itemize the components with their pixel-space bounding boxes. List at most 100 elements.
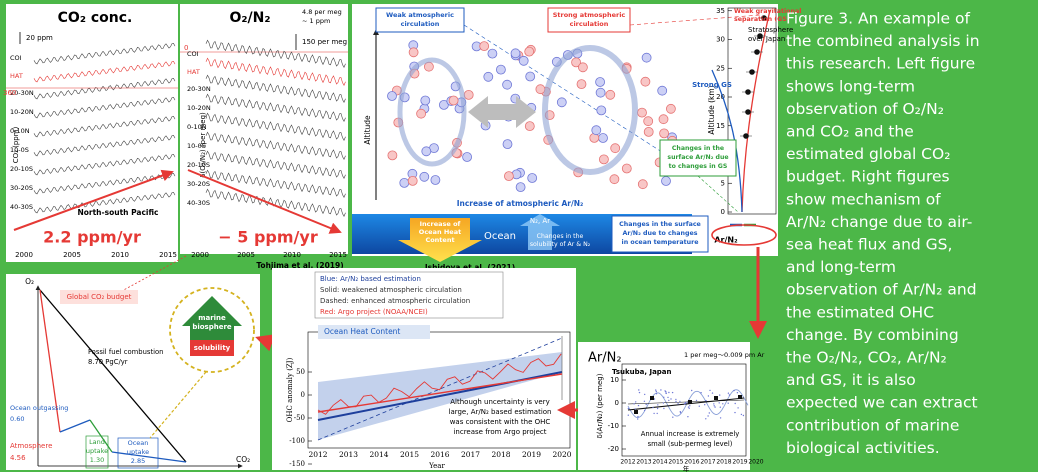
y-tick-label: -50	[294, 414, 305, 422]
label: 2.85	[131, 457, 145, 465]
observation	[707, 415, 709, 417]
caption-line: this research. Left figure	[786, 55, 975, 73]
y-tick-label: -100	[289, 437, 305, 445]
label: Increase of	[420, 220, 461, 228]
circulation-loop	[397, 57, 467, 167]
station-label: 20-10S	[187, 161, 210, 169]
observation	[635, 401, 637, 403]
observation	[664, 390, 666, 392]
pointer	[463, 24, 691, 171]
trend-line	[627, 397, 745, 411]
molecule	[495, 64, 506, 75]
x-tick-label: 2016	[684, 459, 699, 466]
x-tick-label: 2012	[620, 459, 635, 466]
station-label: 10-20N	[187, 104, 211, 112]
observation	[637, 415, 639, 418]
x-tick-label: 2005	[63, 251, 81, 259]
label: 0.60	[10, 415, 24, 423]
molecule	[387, 91, 397, 101]
caption-line: budget. Right figures	[786, 168, 950, 186]
x-tick-label: 2013	[339, 450, 358, 459]
caption-line: the combined analysis in	[786, 32, 980, 50]
molecule	[515, 182, 526, 193]
profile-point	[745, 89, 751, 95]
caption-line: expected we can extract	[786, 394, 978, 412]
observation	[708, 412, 710, 414]
axis-marker: 360	[3, 89, 16, 97]
pointer	[697, 175, 739, 213]
molecule	[659, 128, 669, 139]
source: Ishidoya et al. (2021)	[425, 263, 515, 272]
x-tick-label: 2017	[461, 450, 480, 459]
molecule	[556, 97, 567, 108]
x-tick-label: 2019	[732, 459, 747, 466]
rate-label: − 5 ppm/yr	[218, 228, 318, 247]
molecule	[487, 48, 498, 59]
observation	[733, 389, 735, 392]
molecule	[658, 114, 669, 125]
label: Strong atmospheric	[553, 11, 626, 19]
observation	[670, 398, 672, 400]
station-label: 10-0S	[187, 142, 206, 150]
series-trace	[33, 172, 176, 195]
rate-label: 2.2 ppm/yr	[43, 228, 141, 247]
observation	[707, 395, 710, 397]
series-trace	[33, 42, 176, 65]
observation	[719, 394, 721, 396]
y-tick-label: -10	[608, 422, 619, 430]
label: circulation	[401, 20, 440, 28]
station-label: 30-20S	[10, 184, 33, 192]
station-label: 10-20N	[10, 108, 34, 116]
x-tick-label: 2015	[400, 450, 419, 459]
y-tick-label: -150	[289, 460, 305, 468]
x-tick-label: 2013	[636, 459, 651, 466]
molecule	[661, 176, 671, 186]
legend-entry: Red: Argo project (NOAA/NCEI)	[320, 308, 428, 316]
label: increase from Argo project	[453, 428, 546, 436]
profile-point	[757, 33, 763, 39]
observation	[687, 406, 690, 408]
observation	[684, 402, 687, 404]
observation	[665, 392, 667, 394]
x-tick-label: 2012	[308, 450, 327, 459]
molecule	[599, 154, 609, 165]
caption-line: and CO₂ and the	[786, 123, 914, 141]
observation	[740, 413, 743, 416]
series-trace	[33, 60, 176, 83]
observation	[709, 389, 711, 392]
caption-line: biological activities.	[786, 439, 940, 457]
y-axis-label: δ(O₂/N₂) (per meg)	[199, 112, 207, 178]
budget-line	[39, 289, 61, 433]
x-tick-label: 2010	[111, 251, 129, 259]
x-tick-label: 2005	[237, 251, 255, 259]
observation	[643, 409, 646, 412]
x-tick-label: 2017	[700, 459, 715, 466]
panel-title: CO₂ conc.	[58, 10, 133, 26]
gas-arrow	[520, 214, 560, 250]
label: 150 per meg	[302, 38, 347, 46]
x-axis-label: CO₂	[236, 455, 250, 464]
y-tick-label: 30	[716, 36, 725, 44]
observation	[643, 400, 646, 402]
budget-line	[59, 419, 91, 433]
series-trace	[205, 150, 346, 179]
station-label: 0-10N	[187, 123, 207, 131]
observation	[714, 406, 716, 408]
molecule	[641, 52, 652, 63]
y-tick-label: 50	[296, 368, 305, 376]
label: uptake	[127, 448, 149, 456]
plot-frame	[307, 331, 571, 449]
observation	[637, 404, 640, 407]
series-trace	[205, 57, 346, 86]
y-tick-label: 15	[716, 122, 725, 130]
molecule	[621, 163, 632, 174]
molecule	[605, 89, 616, 100]
connector	[149, 371, 207, 439]
observation	[655, 390, 657, 393]
station-label: 40-30S	[10, 203, 33, 211]
molecule	[502, 139, 513, 150]
observation	[737, 407, 739, 409]
legend-box	[314, 271, 504, 319]
series-trace	[33, 153, 176, 176]
